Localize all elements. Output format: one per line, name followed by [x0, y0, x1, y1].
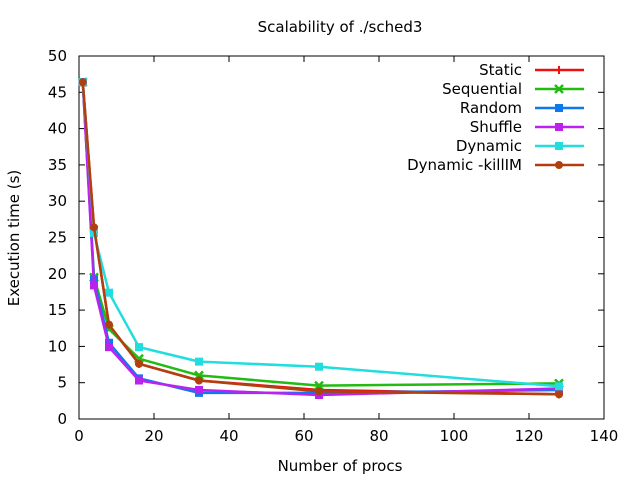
legend-marker	[555, 104, 563, 112]
y-tick-label: 25	[48, 229, 67, 247]
x-tick-label: 40	[219, 427, 238, 445]
legend-label: Dynamic	[456, 137, 522, 155]
legend-marker	[555, 123, 563, 131]
data-point	[315, 387, 323, 396]
legend-label: Dynamic -killIM	[407, 156, 522, 174]
legend-item: Dynamic -killIM	[407, 156, 584, 174]
y-tick-label: 30	[48, 192, 67, 210]
y-tick-label: 0	[57, 410, 67, 428]
data-point	[78, 78, 87, 87]
data-point	[105, 288, 113, 297]
data-point	[105, 320, 113, 329]
legend-item: Shuffle	[470, 118, 584, 136]
data-point	[195, 357, 203, 366]
series-dynamic-killim	[78, 78, 563, 399]
data-point	[105, 343, 113, 352]
x-axis-label: Number of procs	[278, 457, 403, 475]
legend-label: Shuffle	[470, 118, 522, 136]
y-tick-label: 10	[48, 337, 67, 355]
chart-title: Scalability of ./sched3	[258, 18, 423, 36]
data-point	[555, 390, 563, 399]
x-tick-label: 120	[515, 427, 544, 445]
y-axis-label: Execution time (s)	[5, 170, 23, 307]
data-point	[135, 376, 143, 385]
legend-label: Sequential	[442, 80, 522, 98]
series-layer	[77, 77, 564, 400]
data-point	[195, 385, 203, 394]
y-tick-label: 45	[48, 83, 67, 101]
data-point	[135, 359, 143, 368]
axes: 0 20 40 60 80 100 120 140 0 5 10 15 20 25 30 35 40 45 50	[48, 47, 618, 445]
data-point	[195, 376, 203, 385]
y-tick-label: 5	[57, 374, 67, 392]
x-tick-label: 100	[440, 427, 469, 445]
legend-marker	[555, 66, 563, 74]
data-point	[90, 223, 98, 232]
legend-item: Static	[479, 61, 584, 79]
x-tick-label: 80	[369, 427, 388, 445]
x-tick-label: 20	[144, 427, 163, 445]
x-tick-label: 60	[294, 427, 313, 445]
data-point	[90, 281, 98, 290]
legend-item: Random	[460, 99, 584, 117]
x-tick-label: 140	[590, 427, 619, 445]
legend: StaticSequentialRandomShuffleDynamicDyna…	[407, 61, 584, 174]
legend-label: Random	[460, 99, 522, 117]
legend-marker	[555, 161, 563, 169]
y-tick-label: 15	[48, 301, 67, 319]
data-point	[135, 343, 143, 352]
y-tick-label: 20	[48, 265, 67, 283]
data-point	[315, 362, 323, 371]
x-tick-label: 0	[74, 427, 84, 445]
legend-item: Dynamic	[456, 137, 584, 155]
y-tick-label: 50	[48, 47, 67, 65]
legend-marker	[554, 84, 564, 94]
y-tick-label: 40	[48, 120, 67, 138]
legend-label: Static	[479, 61, 522, 79]
data-point	[555, 382, 563, 391]
y-tick-label: 35	[48, 156, 67, 174]
legend-item: Sequential	[442, 80, 584, 98]
data-point	[314, 380, 324, 391]
legend-marker	[555, 142, 563, 150]
